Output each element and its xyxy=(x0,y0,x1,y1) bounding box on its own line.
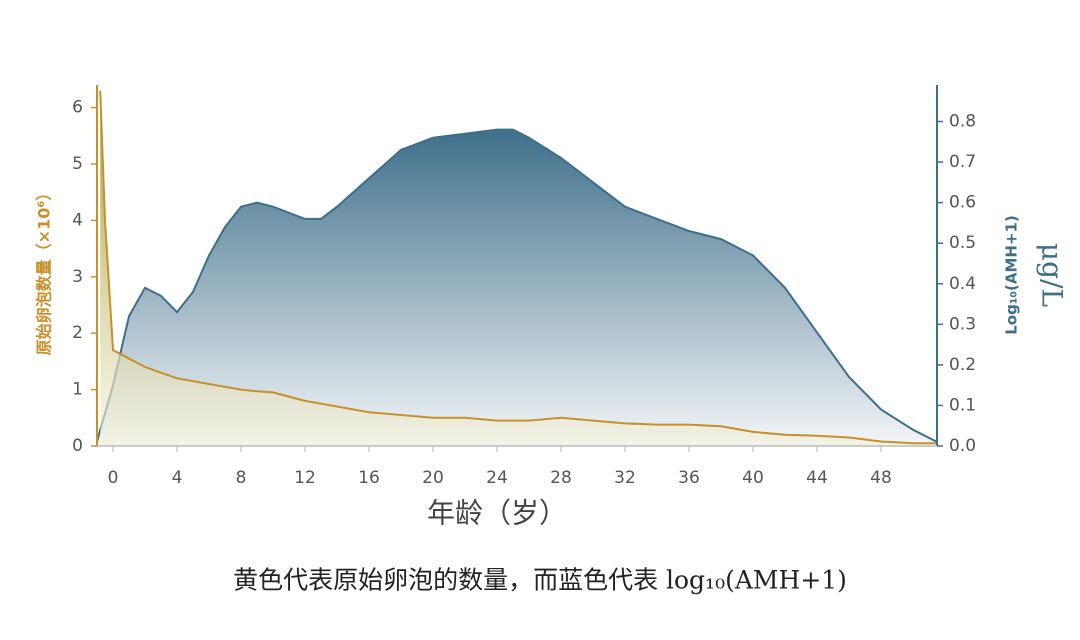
y-tick-label: 5 xyxy=(72,154,83,174)
x-tick-label: 44 xyxy=(806,468,828,488)
caption: 黄色代表原始卵泡的数量，而蓝色代表 log₁₀(AMH+1) xyxy=(233,566,847,595)
x-tick-label: 40 xyxy=(742,468,764,488)
x-tick-label: 8 xyxy=(236,468,247,488)
y-tick-label: 0 xyxy=(72,436,83,456)
series-line xyxy=(99,90,937,445)
y-tick-label: 2 xyxy=(72,323,83,343)
x-tick-label: 48 xyxy=(870,468,892,488)
y2-tick-label: 0.4 xyxy=(949,274,976,294)
y-tick-label: 6 xyxy=(72,98,83,118)
x-tick-label: 0 xyxy=(108,468,119,488)
y2-tick-label: 0.0 xyxy=(949,436,976,456)
x-tick-label: 32 xyxy=(614,468,636,488)
x-tick-label: 16 xyxy=(358,468,380,488)
y2-tick-label: 0.8 xyxy=(949,112,976,132)
x-tick-label: 20 xyxy=(422,468,444,488)
y-axis-title: 原始卵泡数量（×10⁶） xyxy=(35,185,54,356)
y2-tick-label: 0.6 xyxy=(949,193,976,213)
x-tick-label: 4 xyxy=(172,468,183,488)
y2-unit: μg/L xyxy=(1036,243,1069,307)
x-tick-label: 24 xyxy=(486,468,508,488)
y2-tick-label: 0.5 xyxy=(949,233,976,253)
y2-axis-title: Log₁₀(AMH+1) xyxy=(1003,215,1021,335)
y-tick-label: 4 xyxy=(72,210,83,230)
series-line xyxy=(96,128,938,443)
x-tick-label: 12 xyxy=(294,468,316,488)
y2-tick-label: 0.1 xyxy=(949,395,976,415)
y2-tick-label: 0.7 xyxy=(949,152,976,172)
y-tick-label: 1 xyxy=(72,380,83,400)
area-fill xyxy=(97,129,937,446)
area-fill xyxy=(100,90,937,446)
x-tick-label: 28 xyxy=(550,468,572,488)
y2-tick-label: 0.2 xyxy=(949,355,976,375)
x-tick-label: 36 xyxy=(678,468,700,488)
x-axis-title: 年龄（岁） xyxy=(427,497,567,530)
y-tick-label: 3 xyxy=(72,267,83,287)
y2-tick-label: 0.3 xyxy=(949,314,976,334)
